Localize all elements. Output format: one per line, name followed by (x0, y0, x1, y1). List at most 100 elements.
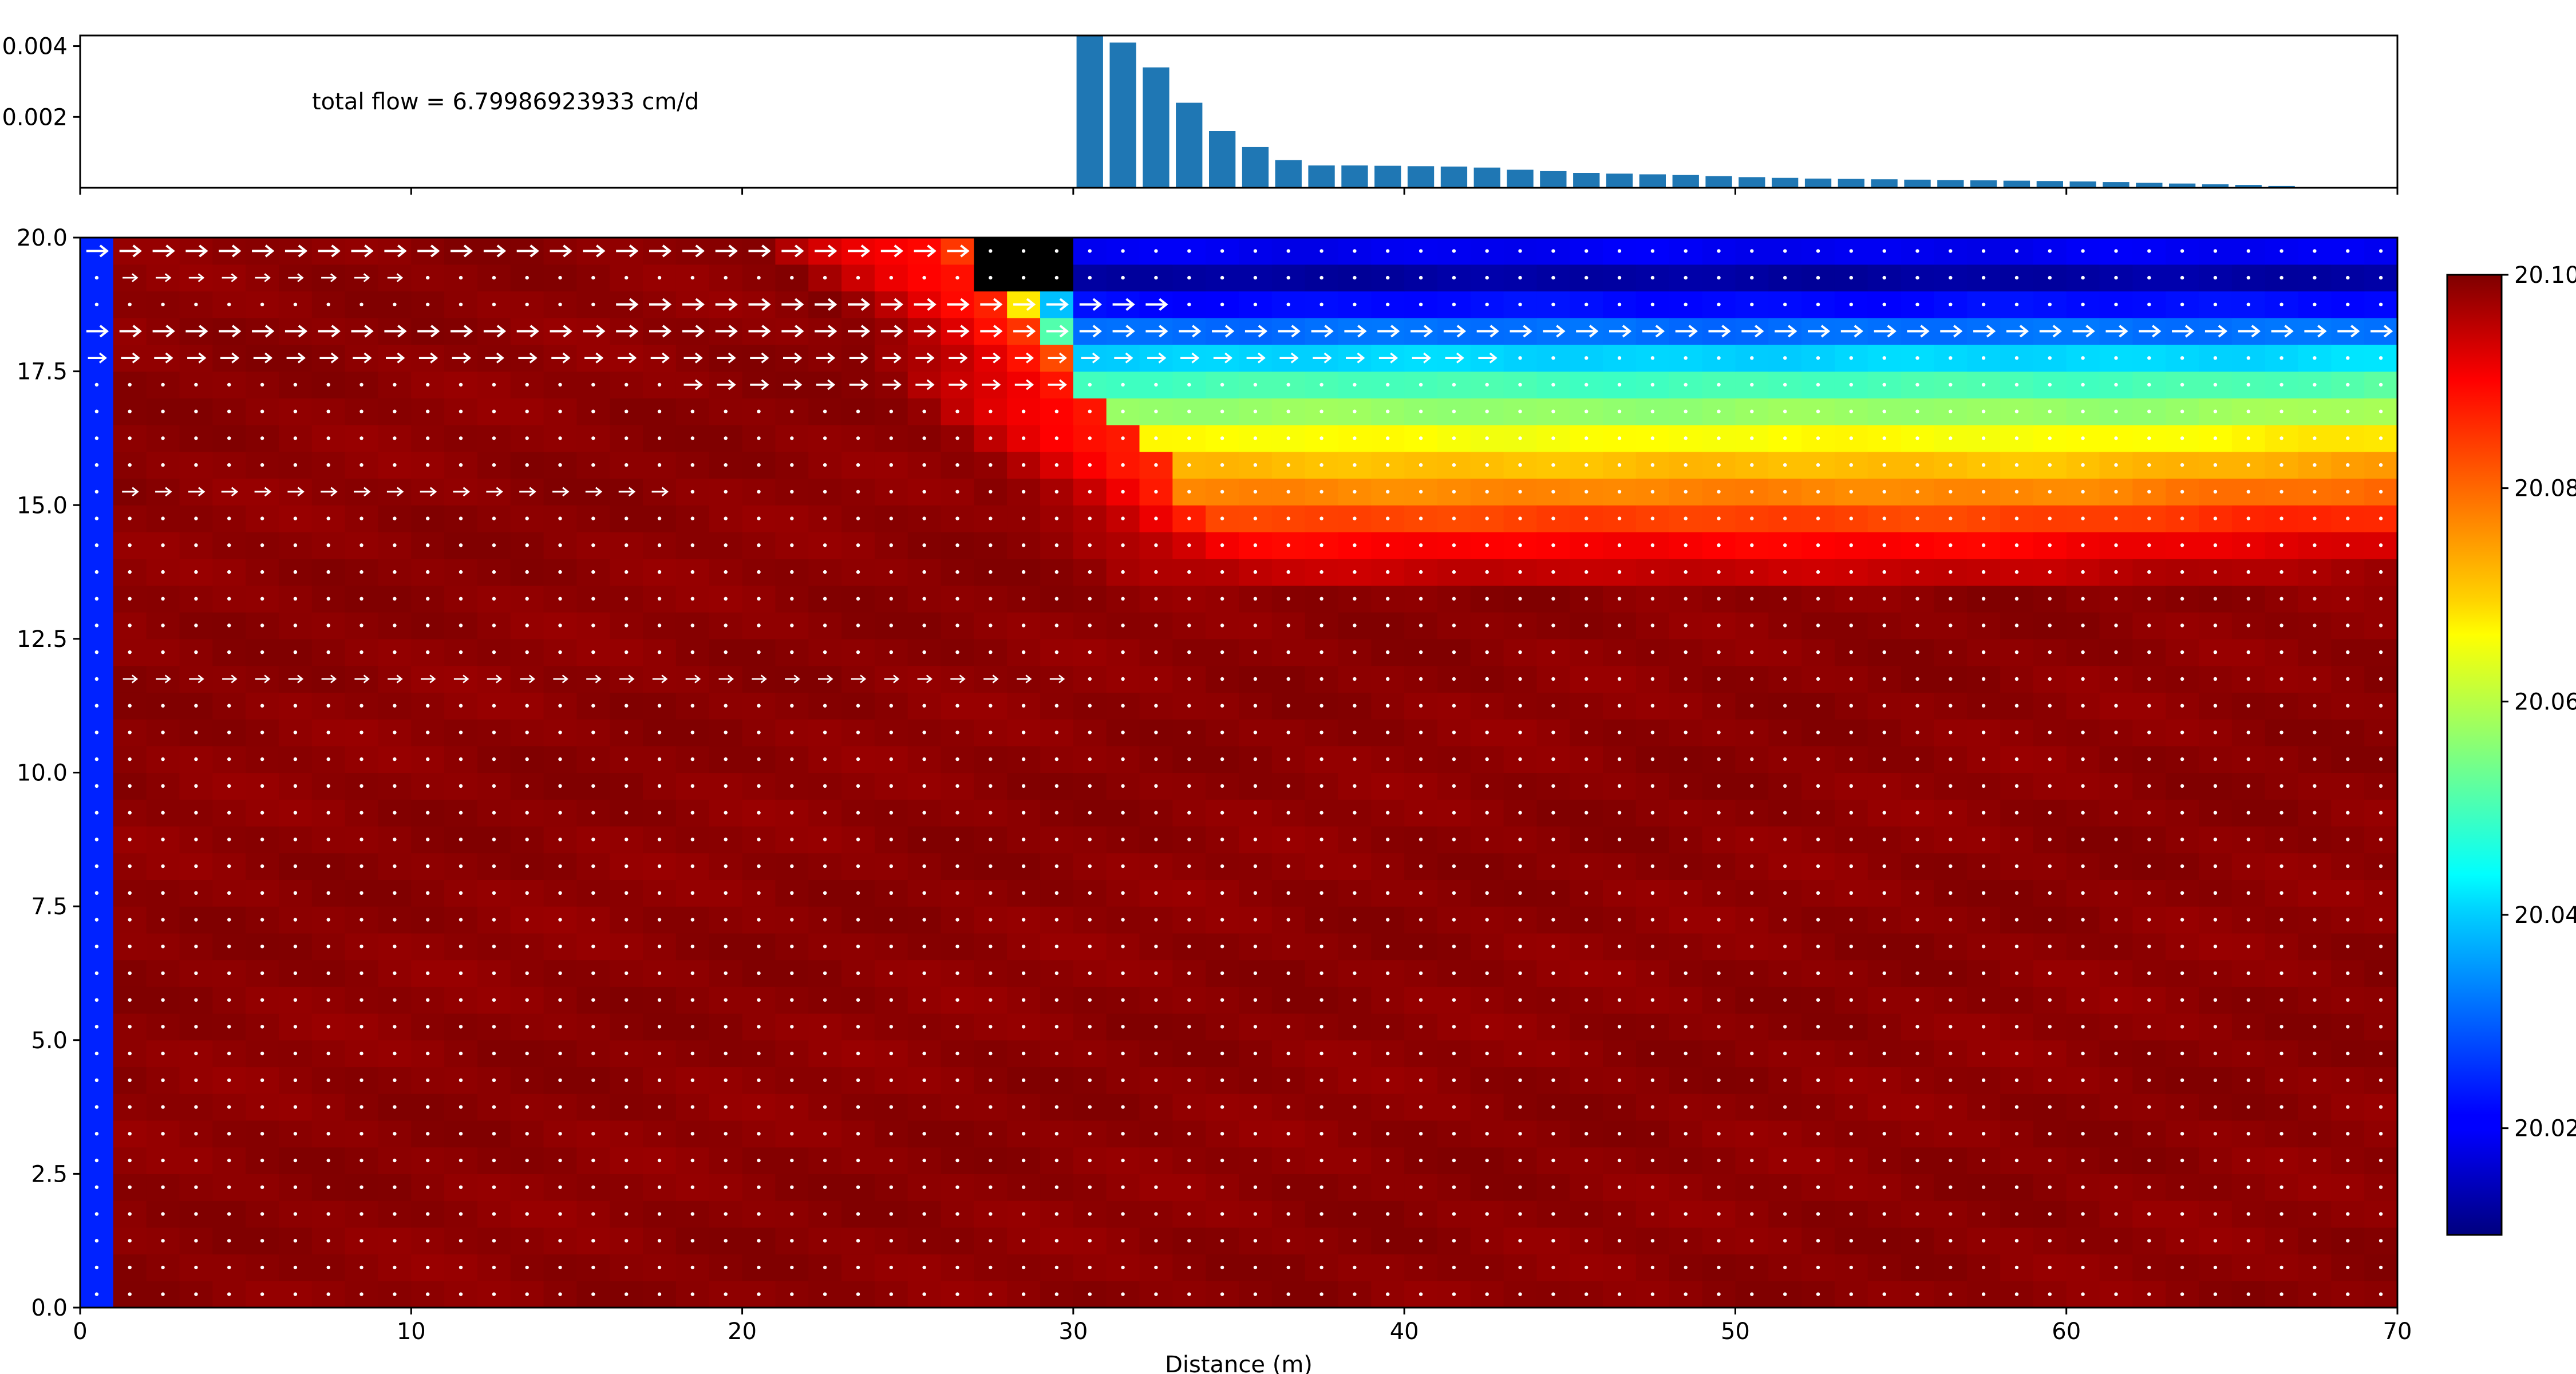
velocity-dot (2014, 543, 2019, 547)
velocity-dot (1419, 570, 1423, 574)
velocity-dot (989, 1239, 993, 1243)
velocity-dot (1187, 543, 1191, 547)
velocity-dot (1816, 516, 1820, 520)
velocity-dot (1054, 918, 1059, 922)
velocity-dot (856, 1239, 860, 1243)
velocity-dot (1286, 677, 1290, 681)
velocity-dot (2180, 1051, 2184, 1056)
velocity-dot (657, 1265, 662, 1270)
velocity-dot (1551, 1185, 1555, 1189)
velocity-dot (326, 1025, 330, 1029)
velocity-dot (1981, 1051, 1986, 1056)
velocity-dot (2313, 677, 2317, 681)
velocity-dot (889, 838, 894, 842)
velocity-dot (1253, 1239, 1258, 1243)
velocity-dot (1088, 677, 1092, 681)
velocity-dot (1717, 1158, 1721, 1163)
velocity-dot (1319, 516, 1323, 520)
velocity-dot (426, 998, 430, 1002)
velocity-dot (2048, 1158, 2052, 1163)
velocity-dot (1816, 650, 1820, 654)
velocity-dot (194, 1265, 198, 1270)
velocity-dot (94, 1051, 99, 1056)
velocity-dot (757, 891, 761, 895)
velocity-dot (2048, 864, 2052, 868)
velocity-dot (1617, 677, 1622, 681)
velocity-dot (2048, 1239, 2052, 1243)
bar (1275, 160, 1302, 188)
velocity-dot (1684, 1025, 1688, 1029)
velocity-dot (955, 543, 959, 547)
bar (1937, 180, 1964, 188)
velocity-dot (1386, 998, 1390, 1002)
velocity-dot (2279, 1265, 2283, 1270)
velocity-dot (326, 811, 330, 815)
velocity-dot (823, 838, 827, 842)
velocity-dot (2147, 516, 2151, 520)
velocity-dot (2180, 1158, 2184, 1163)
velocity-dot (525, 1265, 529, 1270)
velocity-dot (2213, 998, 2218, 1002)
velocity-dot (1452, 784, 1456, 788)
velocity-dot (1088, 543, 1092, 547)
velocity-dot (1054, 731, 1059, 735)
velocity-dot (1187, 677, 1191, 681)
velocity-dot (2048, 1105, 2052, 1109)
velocity-dot (1253, 971, 1258, 976)
velocity-dot (2114, 998, 2118, 1002)
velocity-dot (194, 1292, 198, 1296)
velocity-dot (2147, 1105, 2151, 1109)
velocity-dot (823, 1051, 827, 1056)
velocity-dot (359, 784, 364, 788)
velocity-dot (1286, 971, 1290, 976)
velocity-dot (2379, 864, 2383, 868)
velocity-dot (2114, 757, 2118, 761)
velocity-dot (690, 650, 695, 654)
velocity-dot (1684, 757, 1688, 761)
velocity-dot (1485, 918, 1489, 922)
velocity-dot (492, 1292, 496, 1296)
velocity-dot (1419, 677, 1423, 681)
velocity-dot (2081, 838, 2085, 842)
velocity-dot (1220, 1292, 1224, 1296)
velocity-dot (1981, 623, 1986, 627)
velocity-dot (1121, 811, 1125, 815)
velocity-dot (2180, 1185, 2184, 1189)
velocity-dot (2379, 971, 2383, 976)
velocity-dot (1816, 1051, 1820, 1056)
velocity-dot (393, 704, 397, 708)
velocity-dot (1849, 570, 1853, 574)
velocity-dot (492, 1105, 496, 1109)
velocity-dot (1021, 784, 1026, 788)
velocity-dot (1915, 704, 1919, 708)
velocity-dot (690, 1132, 695, 1136)
velocity-dot (2213, 570, 2218, 574)
velocity-dot (1617, 1078, 1622, 1083)
velocity-dot (1816, 1132, 1820, 1136)
velocity-dot (2279, 1292, 2283, 1296)
velocity-dot (426, 1132, 430, 1136)
velocity-dot (1021, 971, 1026, 976)
velocity-dot (1585, 543, 1589, 547)
velocity-dot (1816, 597, 1820, 601)
velocity-dot (426, 945, 430, 949)
velocity-dot (889, 731, 894, 735)
velocity-dot (2014, 1051, 2019, 1056)
velocity-dot (2180, 971, 2184, 976)
bar (1209, 131, 1236, 188)
velocity-dot (2246, 784, 2250, 788)
velocity-dot (2180, 945, 2184, 949)
velocity-dot (1650, 1132, 1655, 1136)
velocity-dot (426, 1078, 430, 1083)
velocity-dot (2346, 1239, 2350, 1243)
velocity-dot (591, 918, 595, 922)
velocity-dot (657, 998, 662, 1002)
velocity-dot (525, 1158, 529, 1163)
velocity-dot (889, 1025, 894, 1029)
velocity-dot (194, 864, 198, 868)
velocity-dot (856, 731, 860, 735)
velocity-dot (1684, 1212, 1688, 1216)
velocity-dot (1650, 623, 1655, 627)
velocity-dot (2081, 971, 2085, 976)
velocity-dot (2313, 731, 2317, 735)
